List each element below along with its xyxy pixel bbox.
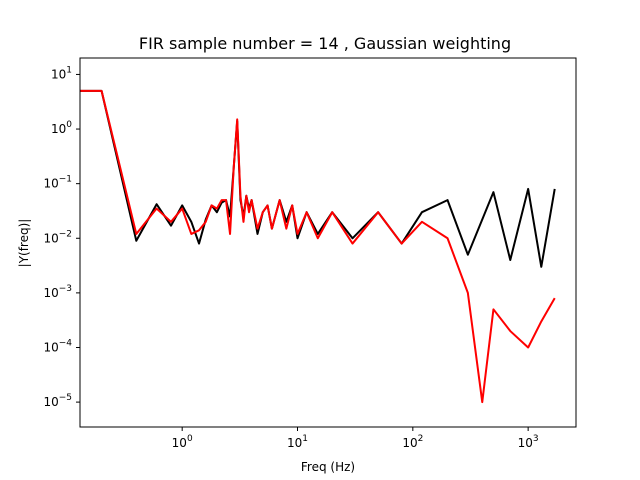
y-axis-ticks: 10−5 10−4 10−3 10−2 10−1 100 101 xyxy=(43,65,80,409)
series-group xyxy=(80,89,556,404)
x-tick-label: 101 xyxy=(287,434,308,450)
x-axis-label: Freq (Hz) xyxy=(301,460,355,474)
series-line-0 xyxy=(80,89,556,268)
plot-frame xyxy=(79,57,577,428)
y-tick-label: 100 xyxy=(51,120,72,136)
y-axis-label: |Y(freq)| xyxy=(17,219,31,268)
y-tick-label: 101 xyxy=(51,65,72,81)
y-tick-label: 10−5 xyxy=(43,393,72,409)
chart-title: FIR sample number = 14 , Gaussian weight… xyxy=(139,34,511,53)
series-line-1 xyxy=(80,89,556,404)
x-tick-label: 103 xyxy=(518,434,539,450)
plot-area xyxy=(79,57,577,428)
x-tick-label: 100 xyxy=(172,434,193,450)
y-tick-label: 10−4 xyxy=(43,338,72,354)
x-tick-label: 102 xyxy=(402,434,423,450)
y-tick-label: 10−3 xyxy=(43,284,72,300)
y-tick-label: 10−1 xyxy=(43,175,72,191)
y-tick-label: 10−2 xyxy=(43,229,72,245)
x-axis-ticks: 100 101 102 103 xyxy=(172,427,539,450)
